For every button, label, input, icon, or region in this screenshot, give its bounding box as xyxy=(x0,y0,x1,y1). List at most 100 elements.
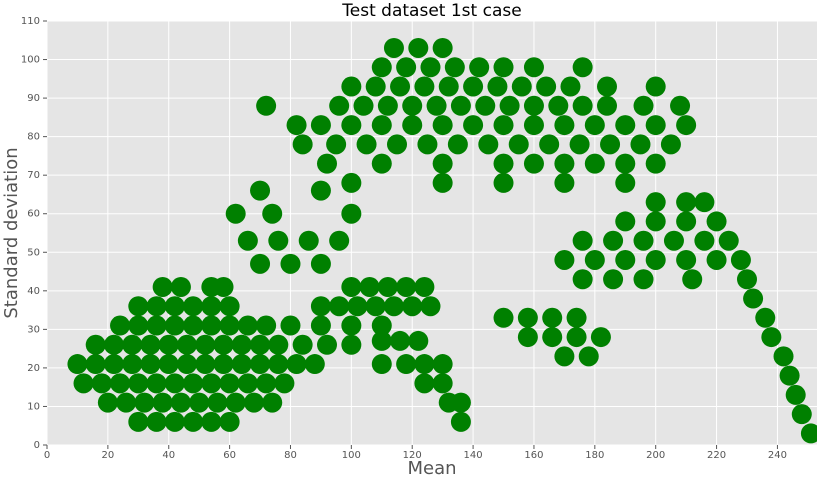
point xyxy=(304,354,325,375)
point xyxy=(737,269,757,290)
y-tick-label: 100 xyxy=(21,55,40,66)
point xyxy=(341,115,362,136)
point xyxy=(103,354,124,375)
x-axis-label: Mean xyxy=(407,458,456,479)
point xyxy=(633,230,654,251)
point xyxy=(450,411,471,432)
point xyxy=(310,115,331,136)
point xyxy=(694,192,715,213)
point xyxy=(122,354,143,375)
point xyxy=(201,315,222,336)
x-tick-label: 60 xyxy=(223,450,236,461)
point xyxy=(676,192,697,213)
point xyxy=(645,153,666,174)
point xyxy=(140,334,161,355)
point xyxy=(426,95,447,116)
point xyxy=(268,230,289,251)
point xyxy=(256,373,277,394)
point xyxy=(566,327,587,348)
y-tick-label: 90 xyxy=(27,93,40,104)
point xyxy=(645,211,666,232)
point xyxy=(103,334,124,355)
point xyxy=(268,354,289,375)
point xyxy=(329,296,350,317)
point xyxy=(183,315,204,336)
point xyxy=(298,230,319,251)
point xyxy=(402,115,423,136)
x-tick-label: 200 xyxy=(646,450,665,461)
point xyxy=(189,392,210,413)
point xyxy=(371,153,392,174)
point xyxy=(231,334,252,355)
point xyxy=(554,249,575,270)
point xyxy=(633,95,654,116)
point xyxy=(743,288,764,309)
point xyxy=(317,153,337,174)
point xyxy=(478,134,499,155)
point xyxy=(396,57,417,78)
point xyxy=(371,354,392,375)
point xyxy=(523,115,544,136)
point xyxy=(371,115,392,136)
point xyxy=(110,373,131,394)
point xyxy=(85,334,106,355)
point xyxy=(645,249,666,270)
point xyxy=(250,253,271,274)
point xyxy=(128,315,149,336)
point xyxy=(268,334,289,355)
point xyxy=(390,76,411,97)
point xyxy=(341,203,362,224)
point xyxy=(554,172,575,193)
point xyxy=(511,76,532,97)
point xyxy=(128,373,149,394)
point xyxy=(177,354,197,375)
point xyxy=(341,76,362,97)
x-tick-label: 160 xyxy=(524,450,543,461)
point xyxy=(256,95,277,116)
point xyxy=(420,296,441,317)
point xyxy=(584,115,605,136)
point xyxy=(353,95,374,116)
point xyxy=(280,253,301,274)
point xyxy=(645,76,666,97)
point xyxy=(116,392,137,413)
point xyxy=(615,249,636,270)
x-tick-label: 240 xyxy=(768,450,787,461)
point xyxy=(310,180,331,201)
y-tick-label: 20 xyxy=(27,363,40,374)
point xyxy=(164,411,185,432)
point xyxy=(219,315,240,336)
point xyxy=(67,354,88,375)
point xyxy=(365,76,386,97)
point xyxy=(371,57,392,78)
x-tick-label: 80 xyxy=(284,450,297,461)
x-tick-label: 100 xyxy=(342,450,361,461)
point xyxy=(536,76,557,97)
point xyxy=(213,334,234,355)
point xyxy=(517,307,538,328)
point xyxy=(310,315,331,336)
point xyxy=(158,334,179,355)
point xyxy=(660,134,681,155)
point xyxy=(414,276,435,297)
point xyxy=(365,296,386,317)
point xyxy=(292,334,313,355)
point xyxy=(146,373,167,394)
point xyxy=(213,276,234,297)
point xyxy=(140,354,161,375)
point xyxy=(152,392,173,413)
point xyxy=(341,172,362,193)
y-tick-label: 0 xyxy=(34,440,40,451)
point xyxy=(499,95,520,116)
point xyxy=(444,57,465,78)
x-tick-label: 40 xyxy=(162,450,175,461)
point xyxy=(134,392,155,413)
point xyxy=(572,230,593,251)
point xyxy=(554,115,575,136)
point xyxy=(773,346,794,367)
point xyxy=(85,354,106,375)
point xyxy=(195,354,216,375)
point xyxy=(438,76,459,97)
point xyxy=(493,153,514,174)
point xyxy=(329,230,350,251)
